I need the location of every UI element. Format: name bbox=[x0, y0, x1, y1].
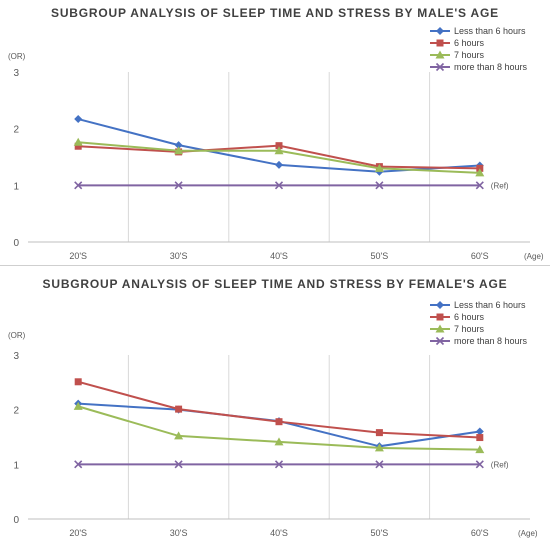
chart-divider bbox=[0, 265, 550, 266]
legend-label: 6 hours bbox=[454, 312, 485, 322]
legend-label: Less than 6 hours bbox=[454, 26, 526, 36]
x-tick-label: 60'S bbox=[471, 251, 489, 261]
legend-marker bbox=[436, 313, 444, 321]
legend-label: Less than 6 hours bbox=[454, 300, 526, 310]
data-point bbox=[74, 181, 83, 190]
data-point bbox=[274, 181, 284, 190]
data-point bbox=[73, 401, 83, 410]
legend-marker bbox=[435, 62, 445, 72]
legend-item: 6 hours bbox=[430, 38, 485, 48]
x-tick-label: 40'S bbox=[270, 251, 288, 261]
male-age-chart-panel: SUBGROUP ANALYSIS OF SLEEP TIME AND STRE… bbox=[0, 0, 550, 262]
chart-title: SUBGROUP ANALYSIS OF SLEEP TIME AND STRE… bbox=[42, 277, 508, 291]
data-point bbox=[374, 443, 384, 452]
y-tick-label: 3 bbox=[13, 68, 19, 79]
legend-marker bbox=[435, 50, 445, 59]
legend-marker bbox=[435, 324, 445, 333]
x-tick-label: 40'S bbox=[270, 528, 288, 538]
legend-label: 7 hours bbox=[454, 50, 485, 60]
y-tick-label: 1 bbox=[13, 460, 19, 471]
series-more-than-8-hours bbox=[74, 181, 484, 190]
legend-marker bbox=[436, 27, 444, 35]
data-point bbox=[275, 418, 283, 426]
data-point bbox=[74, 460, 83, 469]
data-point bbox=[174, 431, 184, 440]
ref-label: (Ref) bbox=[491, 181, 509, 190]
legend-label: 7 hours bbox=[454, 324, 485, 334]
data-point bbox=[174, 460, 183, 469]
y-tick-label: 1 bbox=[13, 181, 19, 192]
legend-item: more than 8 hours bbox=[430, 336, 528, 346]
data-point bbox=[175, 405, 183, 413]
legend-marker bbox=[436, 301, 444, 309]
x-tick-label: 20'S bbox=[69, 528, 87, 538]
data-point bbox=[275, 160, 283, 169]
data-point bbox=[475, 427, 484, 436]
legend-item: 7 hours bbox=[430, 50, 485, 60]
data-point bbox=[174, 146, 184, 155]
x-axis-label: (Age) bbox=[518, 529, 538, 538]
legend-label: more than 8 hours bbox=[454, 336, 528, 346]
data-point bbox=[174, 141, 183, 150]
data-point bbox=[375, 181, 384, 190]
data-point bbox=[475, 445, 485, 454]
series-7-hours bbox=[73, 137, 485, 177]
legend-item: more than 8 hours bbox=[430, 62, 528, 72]
series-7-hours bbox=[73, 401, 485, 454]
data-point bbox=[174, 181, 183, 190]
series-more-than-8-hours bbox=[74, 460, 484, 469]
data-point bbox=[476, 164, 484, 172]
legend-item: Less than 6 hours bbox=[430, 26, 526, 36]
y-tick-label: 2 bbox=[13, 125, 19, 136]
data-point bbox=[475, 168, 485, 177]
ref-label: (Ref) bbox=[491, 460, 509, 469]
y-tick-label: 0 bbox=[13, 515, 19, 526]
male-line-chart: 0 1 2 3 (OR) 20'S 30'S 40'S 50'S 60'S (Age) (Ref) Le… bbox=[8, 26, 544, 261]
y-axis-label: (OR) bbox=[8, 52, 26, 61]
data-point bbox=[476, 434, 484, 442]
data-point bbox=[375, 460, 384, 469]
data-point bbox=[74, 378, 82, 386]
x-tick-label: 30'S bbox=[170, 251, 188, 261]
data-point bbox=[475, 181, 484, 190]
legend-item: 7 hours bbox=[430, 324, 485, 334]
x-tick-label: 20'S bbox=[69, 251, 87, 261]
x-tick-label: 50'S bbox=[371, 251, 389, 261]
data-point bbox=[74, 115, 83, 124]
x-tick-label: 30'S bbox=[170, 528, 188, 538]
legend-marker bbox=[436, 39, 444, 47]
data-point bbox=[275, 142, 283, 150]
female-line-chart: 0 1 2 3 (OR) 20'S 30'S 40'S 50'S 60'S (Age) (Ref) Le… bbox=[8, 300, 538, 538]
legend-label: 6 hours bbox=[454, 38, 485, 48]
x-axis-label: (Age) bbox=[524, 252, 544, 261]
y-tick-label: 3 bbox=[13, 351, 19, 362]
y-axis-label: (OR) bbox=[8, 331, 26, 340]
female-age-chart-panel: SUBGROUP ANALYSIS OF SLEEP TIME AND STRE… bbox=[0, 268, 550, 540]
legend-item: Less than 6 hours bbox=[430, 300, 526, 310]
chart-title: SUBGROUP ANALYSIS OF SLEEP TIME AND STRE… bbox=[51, 6, 499, 20]
data-point bbox=[375, 429, 383, 437]
data-point bbox=[73, 137, 83, 146]
series-line bbox=[77, 380, 480, 439]
data-point bbox=[274, 437, 284, 446]
data-point bbox=[374, 163, 384, 172]
y-tick-label: 0 bbox=[13, 238, 19, 249]
legend: Less than 6 hours 6 hours 7 hours more than… bbox=[430, 26, 528, 72]
legend: Less than 6 hours 6 hours 7 hours more than… bbox=[430, 300, 528, 346]
series-6-hours bbox=[74, 378, 484, 442]
data-point bbox=[475, 460, 484, 469]
x-tick-label: 50'S bbox=[371, 528, 389, 538]
x-tick-label: 60'S bbox=[471, 528, 489, 538]
legend-marker bbox=[435, 336, 445, 346]
legend-item: 6 hours bbox=[430, 312, 485, 322]
data-point bbox=[74, 142, 82, 150]
data-point bbox=[274, 460, 284, 469]
data-point bbox=[274, 146, 284, 155]
y-tick-label: 2 bbox=[13, 406, 19, 417]
legend-label: more than 8 hours bbox=[454, 62, 528, 72]
